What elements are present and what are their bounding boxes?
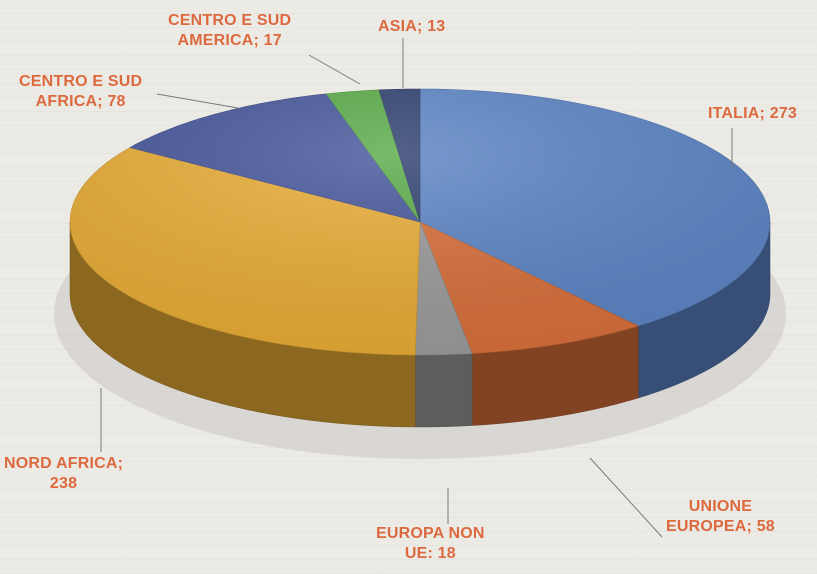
pie-side-europa-non-ue (415, 353, 473, 428)
label-centro-sud-america-line1: CENTRO E SUD (168, 12, 292, 29)
label-centro-sud-africa-line1: CENTRO E SUD (19, 73, 143, 90)
label-italia-text: ITALIA; 273 (708, 105, 798, 122)
label-europa-non-ue: EUROPA NON UE: 18 (376, 524, 485, 564)
label-nord-africa-line2: 238 (49, 475, 78, 492)
leader-unione-europea (589, 457, 663, 538)
label-unione-europea-line1: UNIONE (688, 498, 753, 515)
label-nord-africa-line1: NORD AFRICA; (4, 455, 124, 472)
label-asia-text: ASIA; 13 (378, 18, 446, 35)
leader-centro-sud-africa (156, 93, 239, 109)
leader-centro-sud-america (308, 54, 361, 85)
label-unione-europea-line2: EUROPEA; 58 (666, 518, 775, 535)
label-unione-europea: UNIONE EUROPEA; 58 (666, 497, 775, 537)
label-europa-non-ue-line2: UE: 18 (404, 545, 456, 562)
label-europa-non-ue-line1: EUROPA NON (376, 525, 485, 542)
label-centro-sud-africa-line2: AFRICA; 78 (35, 93, 126, 110)
label-centro-sud-america-line2: AMERICA; 17 (177, 32, 282, 49)
label-centro-sud-america: CENTRO E SUD AMERICA; 17 (168, 11, 291, 51)
pie-gloss (70, 89, 770, 355)
label-italia: ITALIA; 273 (708, 104, 797, 124)
label-nord-africa: NORD AFRICA; 238 (4, 454, 123, 494)
label-centro-sud-africa: CENTRO E SUD AFRICA; 78 (19, 72, 142, 112)
label-asia: ASIA; 13 (378, 17, 445, 37)
leader-lines (100, 38, 733, 538)
